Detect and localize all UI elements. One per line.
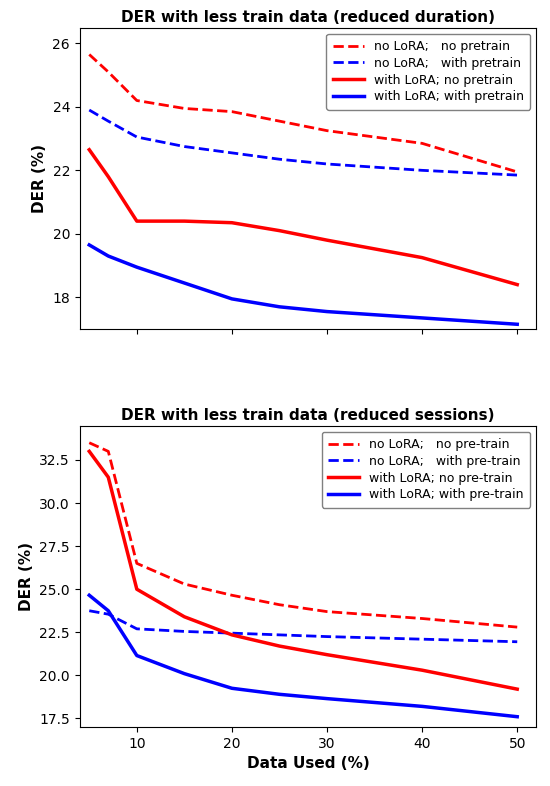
with LoRA; with pre-train [181,669,188,678]
with LoRA; with pre-train [514,712,520,722]
no LoRA;   with pre-train [276,630,283,640]
Y-axis label: DER (%): DER (%) [32,144,47,213]
no LoRA;   no pre-train [419,614,425,623]
no LoRA;   no pre-train [105,446,112,456]
no LoRA;   no pre-train [324,607,331,616]
with LoRA; with pre-train [229,684,235,693]
Title: DER with less train data (reduced sessions): DER with less train data (reduced sessio… [121,408,495,423]
with LoRA; with pre-train [105,606,112,615]
Legend: no LoRA;   no pre-train, no LoRA;   with pre-train, with LoRA; no pre-train, wit: no LoRA; no pre-train, no LoRA; with pre… [322,432,530,508]
with LoRA; no pre-train [105,472,112,482]
no LoRA;   with pre-train [181,626,188,636]
with LoRA; no pretrain [105,172,112,182]
no LoRA;   with pre-train [229,629,235,638]
with LoRA; no pre-train [324,650,331,659]
with LoRA; no pre-train [514,685,520,694]
no LoRA;   with pre-train [86,606,92,615]
no LoRA;   with pretrain [86,105,92,115]
no LoRA;   with pretrain [229,149,235,158]
no LoRA;   with pre-train [419,634,425,644]
with LoRA; with pretrain [276,302,283,311]
with LoRA; no pre-train [86,446,92,456]
with LoRA; no pre-train [181,612,188,622]
with LoRA; with pretrain [134,263,140,272]
no LoRA;   no pretrain [181,104,188,113]
no LoRA;   no pretrain [276,116,283,126]
with LoRA; no pre-train [419,666,425,675]
with LoRA; no pretrain [514,280,520,289]
no LoRA;   with pretrain [134,132,140,141]
with LoRA; no pretrain [229,218,235,227]
no LoRA;   with pretrain [276,155,283,164]
no LoRA;   no pretrain [105,68,112,77]
no LoRA;   with pretrain [514,171,520,180]
no LoRA;   no pretrain [324,126,331,135]
no LoRA;   with pre-train [134,624,140,634]
with LoRA; no pretrain [181,216,188,226]
Title: DER with less train data (reduced duration): DER with less train data (reduced durati… [121,10,495,25]
with LoRA; with pre-train [86,590,92,600]
no LoRA;   with pretrain [181,141,188,151]
with LoRA; with pretrain [105,252,112,261]
no LoRA;   with pre-train [514,637,520,646]
with LoRA; with pretrain [419,313,425,322]
Line: no LoRA;   no pretrain: no LoRA; no pretrain [89,54,517,172]
with LoRA; with pretrain [324,307,331,316]
no LoRA;   no pre-train [514,623,520,632]
with LoRA; with pre-train [419,702,425,711]
with LoRA; no pretrain [419,253,425,263]
no LoRA;   no pre-train [134,559,140,568]
with LoRA; with pretrain [514,320,520,329]
with LoRA; with pretrain [229,294,235,303]
no LoRA;   no pretrain [419,138,425,148]
with LoRA; with pre-train [324,694,331,703]
no LoRA;   no pre-train [229,590,235,600]
Line: no LoRA;   with pretrain: no LoRA; with pretrain [89,110,517,175]
Line: with LoRA; no pretrain: with LoRA; no pretrain [89,149,517,285]
no LoRA;   no pretrain [134,96,140,105]
with LoRA; no pretrain [276,226,283,235]
no LoRA;   no pre-train [181,579,188,589]
no LoRA;   with pretrain [105,116,112,126]
with LoRA; no pre-train [229,630,235,640]
with LoRA; no pre-train [276,641,283,651]
Line: with LoRA; with pre-train: with LoRA; with pre-train [89,595,517,717]
no LoRA;   no pretrain [86,50,92,59]
with LoRA; no pre-train [134,585,140,594]
no LoRA;   no pretrain [514,167,520,177]
with LoRA; with pre-train [134,651,140,660]
with LoRA; with pretrain [86,241,92,250]
no LoRA;   with pretrain [324,160,331,169]
Y-axis label: DER (%): DER (%) [19,542,34,611]
Line: no LoRA;   with pre-train: no LoRA; with pre-train [89,611,517,641]
no LoRA;   with pretrain [419,166,425,175]
no LoRA;   with pre-train [324,632,331,641]
with LoRA; no pretrain [134,216,140,226]
Line: with LoRA; with pretrain: with LoRA; with pretrain [89,245,517,325]
no LoRA;   with pre-train [105,609,112,619]
with LoRA; no pretrain [86,145,92,154]
X-axis label: Data Used (%): Data Used (%) [246,756,370,771]
with LoRA; with pre-train [276,689,283,699]
no LoRA;   no pre-train [276,600,283,609]
no LoRA;   no pretrain [229,107,235,116]
with LoRA; with pretrain [181,278,188,288]
Legend: no LoRA;   no pretrain, no LoRA;   with pretrain, with LoRA; no pretrain, with L: no LoRA; no pretrain, no LoRA; with pret… [326,34,530,109]
with LoRA; no pretrain [324,236,331,245]
no LoRA;   no pre-train [86,438,92,447]
Line: with LoRA; no pre-train: with LoRA; no pre-train [89,451,517,689]
Line: no LoRA;   no pre-train: no LoRA; no pre-train [89,443,517,627]
